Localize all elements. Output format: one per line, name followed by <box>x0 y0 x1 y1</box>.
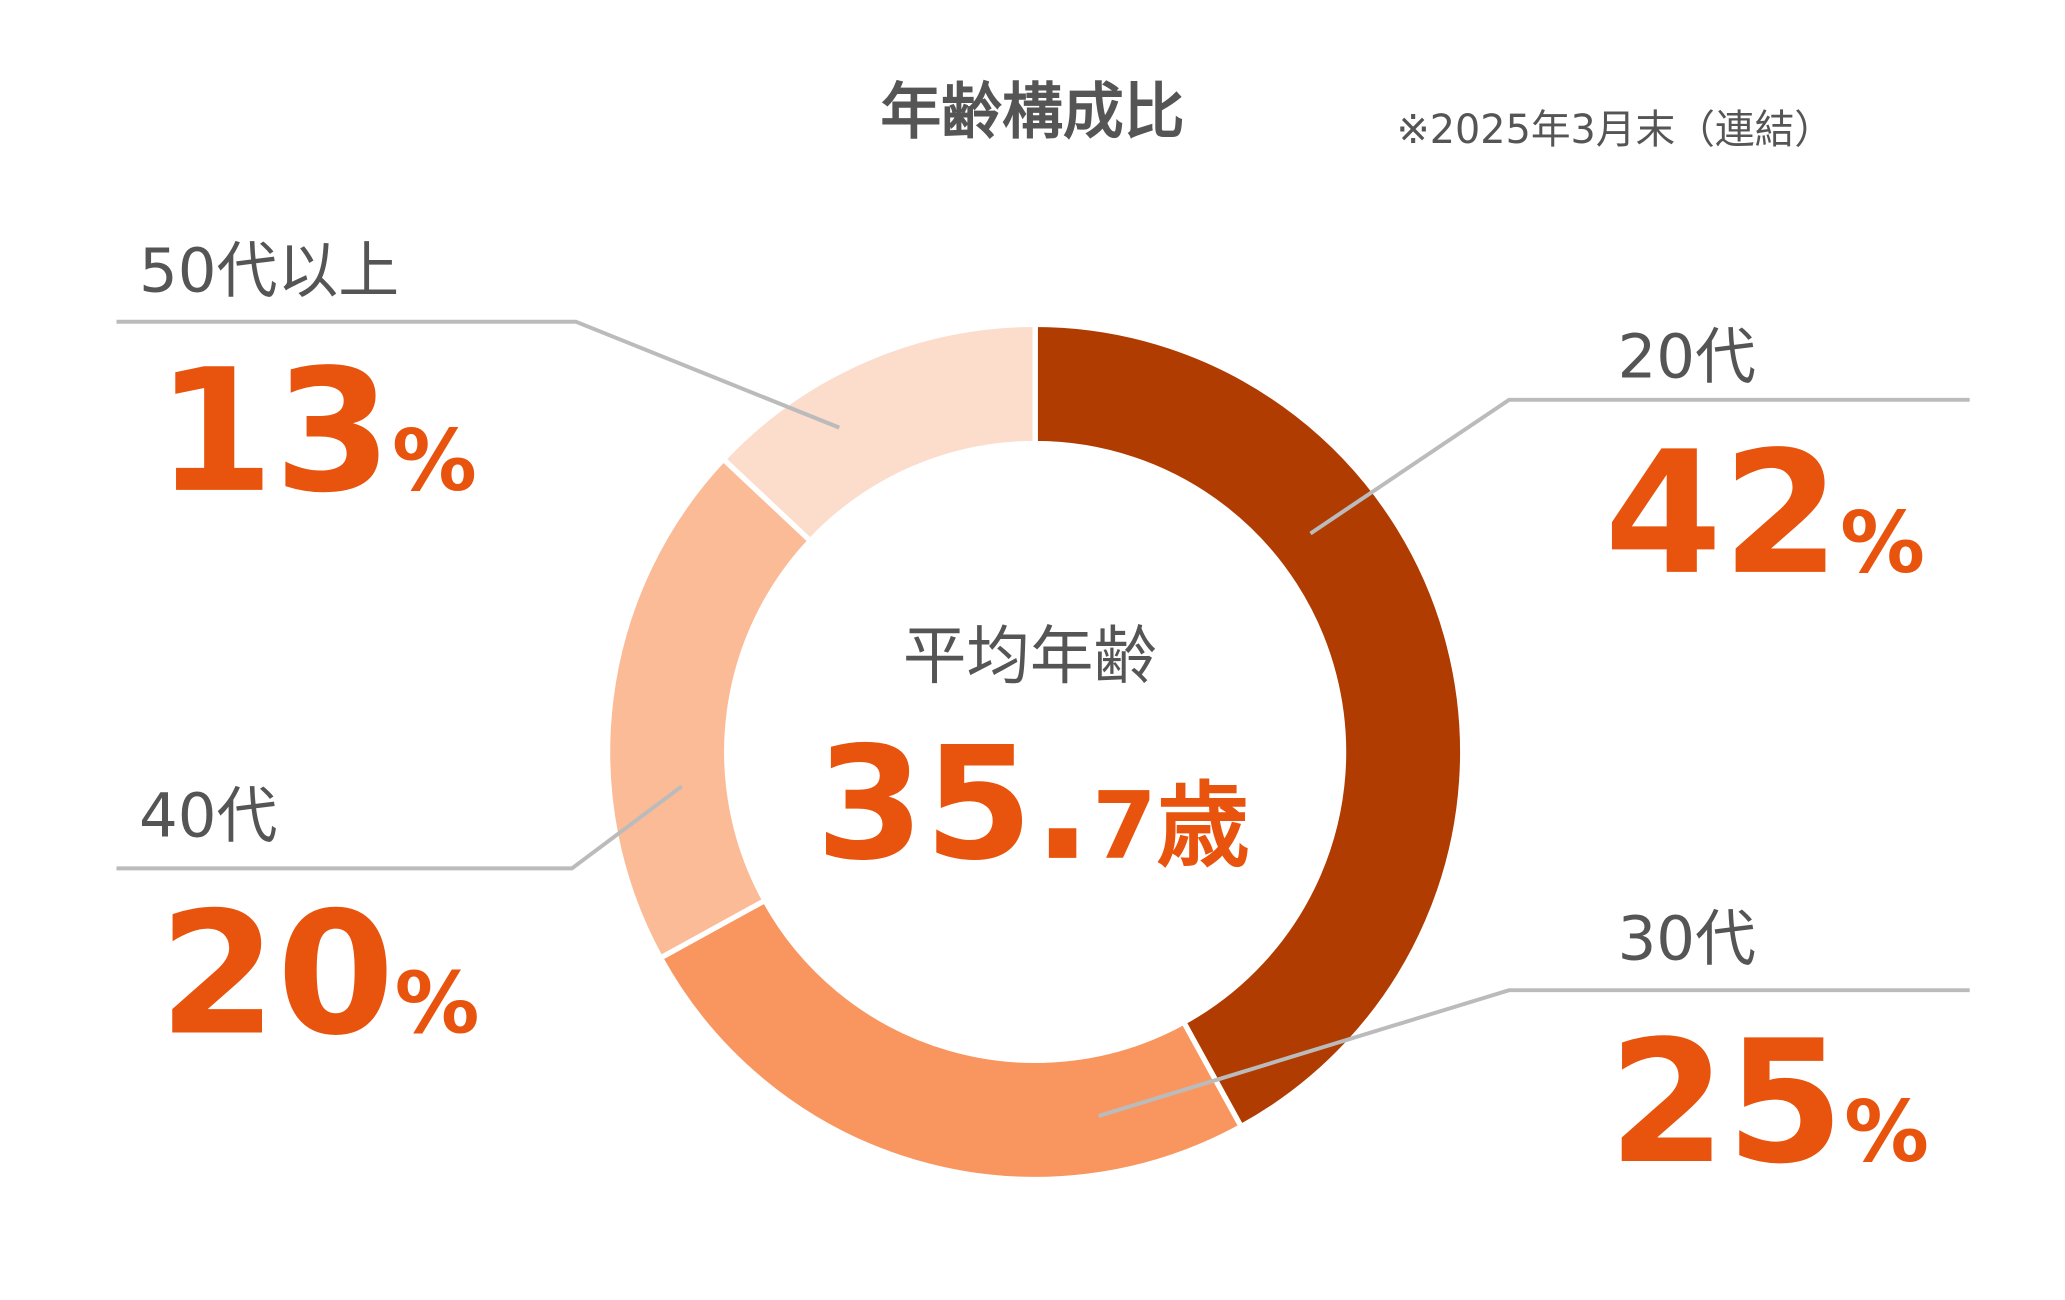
category-label: 20代 <box>1618 321 1756 392</box>
category-label: 40代 <box>139 781 277 852</box>
chart-title: 年齢構成比 <box>880 76 1184 147</box>
donut-segment <box>656 896 1245 1183</box>
donut-segment <box>1032 321 1466 1131</box>
chart-subtitle: ※2025年3月末（連結） <box>1397 107 1834 153</box>
center-label: 平均年齢 <box>903 619 1157 693</box>
value-label: 25% <box>1608 1004 1929 1201</box>
donut-segment <box>604 455 815 962</box>
leader-line <box>1098 988 1970 1118</box>
value-label: 13% <box>156 333 477 530</box>
donut-segment <box>719 321 1038 545</box>
value-label: 42% <box>1604 415 1925 612</box>
value-label: 20% <box>159 876 480 1073</box>
leader-line <box>116 784 683 871</box>
category-label: 50代以上 <box>139 235 399 306</box>
center-value: 35.7歳 <box>816 713 1250 895</box>
leader-line <box>1309 397 1970 536</box>
category-label: 30代 <box>1618 904 1756 975</box>
leader-line <box>116 319 840 430</box>
